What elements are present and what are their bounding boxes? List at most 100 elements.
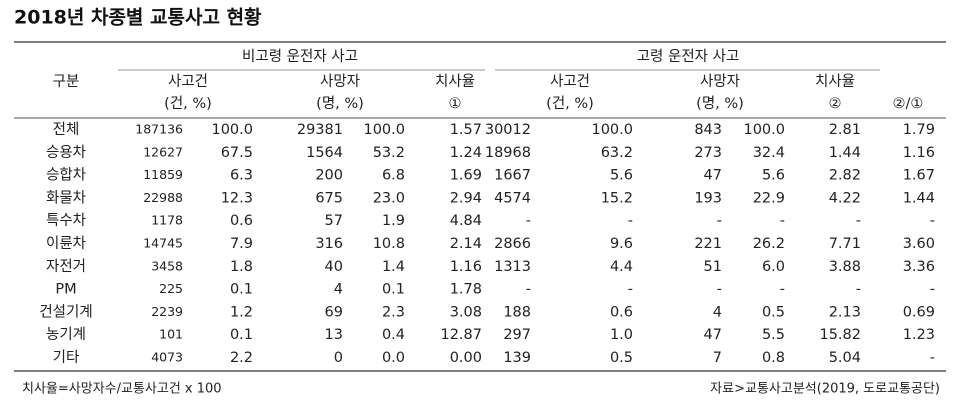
table-cell: 100.0 xyxy=(591,122,633,138)
table-cell: 1.2 xyxy=(230,304,253,320)
table-cell: 3458 xyxy=(151,258,183,273)
table-cell: 3.36 xyxy=(903,259,935,275)
table-cell: 675 xyxy=(315,190,343,206)
table-cell: 4.4 xyxy=(610,259,633,275)
table-cell: - xyxy=(856,213,861,229)
table-cell: 0.5 xyxy=(762,304,785,320)
column-unit: (명, %) xyxy=(316,95,364,112)
column-unit: ②/① xyxy=(893,96,924,112)
table-cell: 5.6 xyxy=(762,168,785,184)
table-cell: - xyxy=(930,213,935,229)
table-cell: 29381 xyxy=(297,122,343,138)
table-cell: - xyxy=(526,282,531,298)
table-cell: - xyxy=(930,350,935,366)
table-cell: 2866 xyxy=(494,236,531,252)
row-label: 농기계 xyxy=(46,326,86,343)
table-cell: 15.2 xyxy=(601,190,633,206)
table-cell: 6.3 xyxy=(230,168,253,184)
row-label: 승용차 xyxy=(46,144,86,161)
table-cell: 100.0 xyxy=(363,122,405,138)
table-cell: 221 xyxy=(694,236,722,252)
table-cell: 22.9 xyxy=(753,190,785,206)
column-header: 사고건 xyxy=(168,73,208,90)
table-cell: 32.4 xyxy=(753,145,785,161)
table-cell: 6.8 xyxy=(382,168,405,184)
table-cell: 2.82 xyxy=(829,168,861,184)
table-cell: 12.3 xyxy=(221,190,253,206)
table-cell: 11859 xyxy=(143,167,183,182)
table-cell: 139 xyxy=(503,350,531,366)
table-cell: 1.8 xyxy=(230,259,253,275)
column-unit: (명, %) xyxy=(696,95,744,112)
table-cell: 63.2 xyxy=(601,145,633,161)
table-cell: 100.0 xyxy=(211,122,253,138)
table-cell: 3.88 xyxy=(829,259,861,275)
table-cell: 1667 xyxy=(494,168,531,184)
column-header: 사고건 xyxy=(550,73,590,90)
table-cell: 1.16 xyxy=(450,259,482,275)
table-cell: 0.0 xyxy=(382,350,405,366)
row-label: 승합차 xyxy=(46,167,86,184)
table-cell: - xyxy=(717,282,722,298)
table-cell: 5.04 xyxy=(829,350,861,366)
table-cell: - xyxy=(780,213,785,229)
row-header: 구분 xyxy=(53,74,80,90)
table-cell: 1.23 xyxy=(903,327,935,343)
table-cell: 7.9 xyxy=(230,236,253,252)
table-cell: 5.6 xyxy=(610,168,633,184)
table-cell: 1.44 xyxy=(829,145,861,161)
table-cell: 1.69 xyxy=(450,168,482,184)
column-header: 치사율 xyxy=(435,73,475,90)
group-header: 비고령 운전자 사고 xyxy=(242,48,358,65)
table-cell: 188 xyxy=(503,304,531,320)
table-cell: 0.69 xyxy=(903,304,935,320)
table-cell: - xyxy=(717,213,722,229)
table-cell: - xyxy=(780,282,785,298)
group-header: 고령 운전자 사고 xyxy=(637,48,740,65)
table-cell: 2239 xyxy=(151,304,183,319)
row-label: PM xyxy=(55,282,76,298)
table-cell: 69 xyxy=(325,304,343,320)
column-header: 사망자 xyxy=(320,73,360,90)
page-title: 2018년 차종별 교통사고 현황 xyxy=(14,6,262,29)
table-cell: - xyxy=(628,213,633,229)
table-cell: 2.13 xyxy=(829,304,861,320)
table-cell: 0.5 xyxy=(610,350,633,366)
table-cell: - xyxy=(526,213,531,229)
table-cell: 9.6 xyxy=(610,236,633,252)
table-cell: 100.0 xyxy=(743,122,785,138)
table-cell: 14745 xyxy=(143,236,183,251)
table-cell: 1.44 xyxy=(903,190,935,206)
table-cell: 5.5 xyxy=(762,327,785,343)
table-cell: 273 xyxy=(694,145,722,161)
table-cell: 4.22 xyxy=(829,190,861,206)
source-note: 자료>교통사고분석(2019, 도로교통공단) xyxy=(710,382,940,397)
table-cell: 0.8 xyxy=(762,350,785,366)
table-cell: 193 xyxy=(694,190,722,206)
column-unit: (건, %) xyxy=(164,95,212,112)
table-cell: 297 xyxy=(503,327,531,343)
table-cell: 3.60 xyxy=(903,236,935,252)
table-cell: 0.1 xyxy=(382,282,405,298)
table-cell: - xyxy=(628,282,633,298)
table-cell: 1.9 xyxy=(382,213,405,229)
column-header: 사망자 xyxy=(700,73,740,90)
table-cell: 4 xyxy=(713,304,722,320)
table-cell: 15.82 xyxy=(819,327,861,343)
table-cell: - xyxy=(930,282,935,298)
table-cell: 26.2 xyxy=(753,236,785,252)
table-cell: 40 xyxy=(325,259,343,275)
table-cell: 0 xyxy=(334,350,343,366)
table-cell: 4.84 xyxy=(450,213,482,229)
column-header: 치사율 xyxy=(815,73,855,90)
table-cell: 67.5 xyxy=(221,145,253,161)
row-label: 건설기계 xyxy=(39,303,92,320)
column-unit: ① xyxy=(449,96,462,112)
table-cell: 12627 xyxy=(143,144,183,159)
row-label: 화물차 xyxy=(46,189,86,206)
table-cell: 101 xyxy=(159,327,183,342)
row-label: 자전거 xyxy=(46,258,86,275)
table-cell: 2.81 xyxy=(829,122,861,138)
table-cell: 53.2 xyxy=(373,145,405,161)
